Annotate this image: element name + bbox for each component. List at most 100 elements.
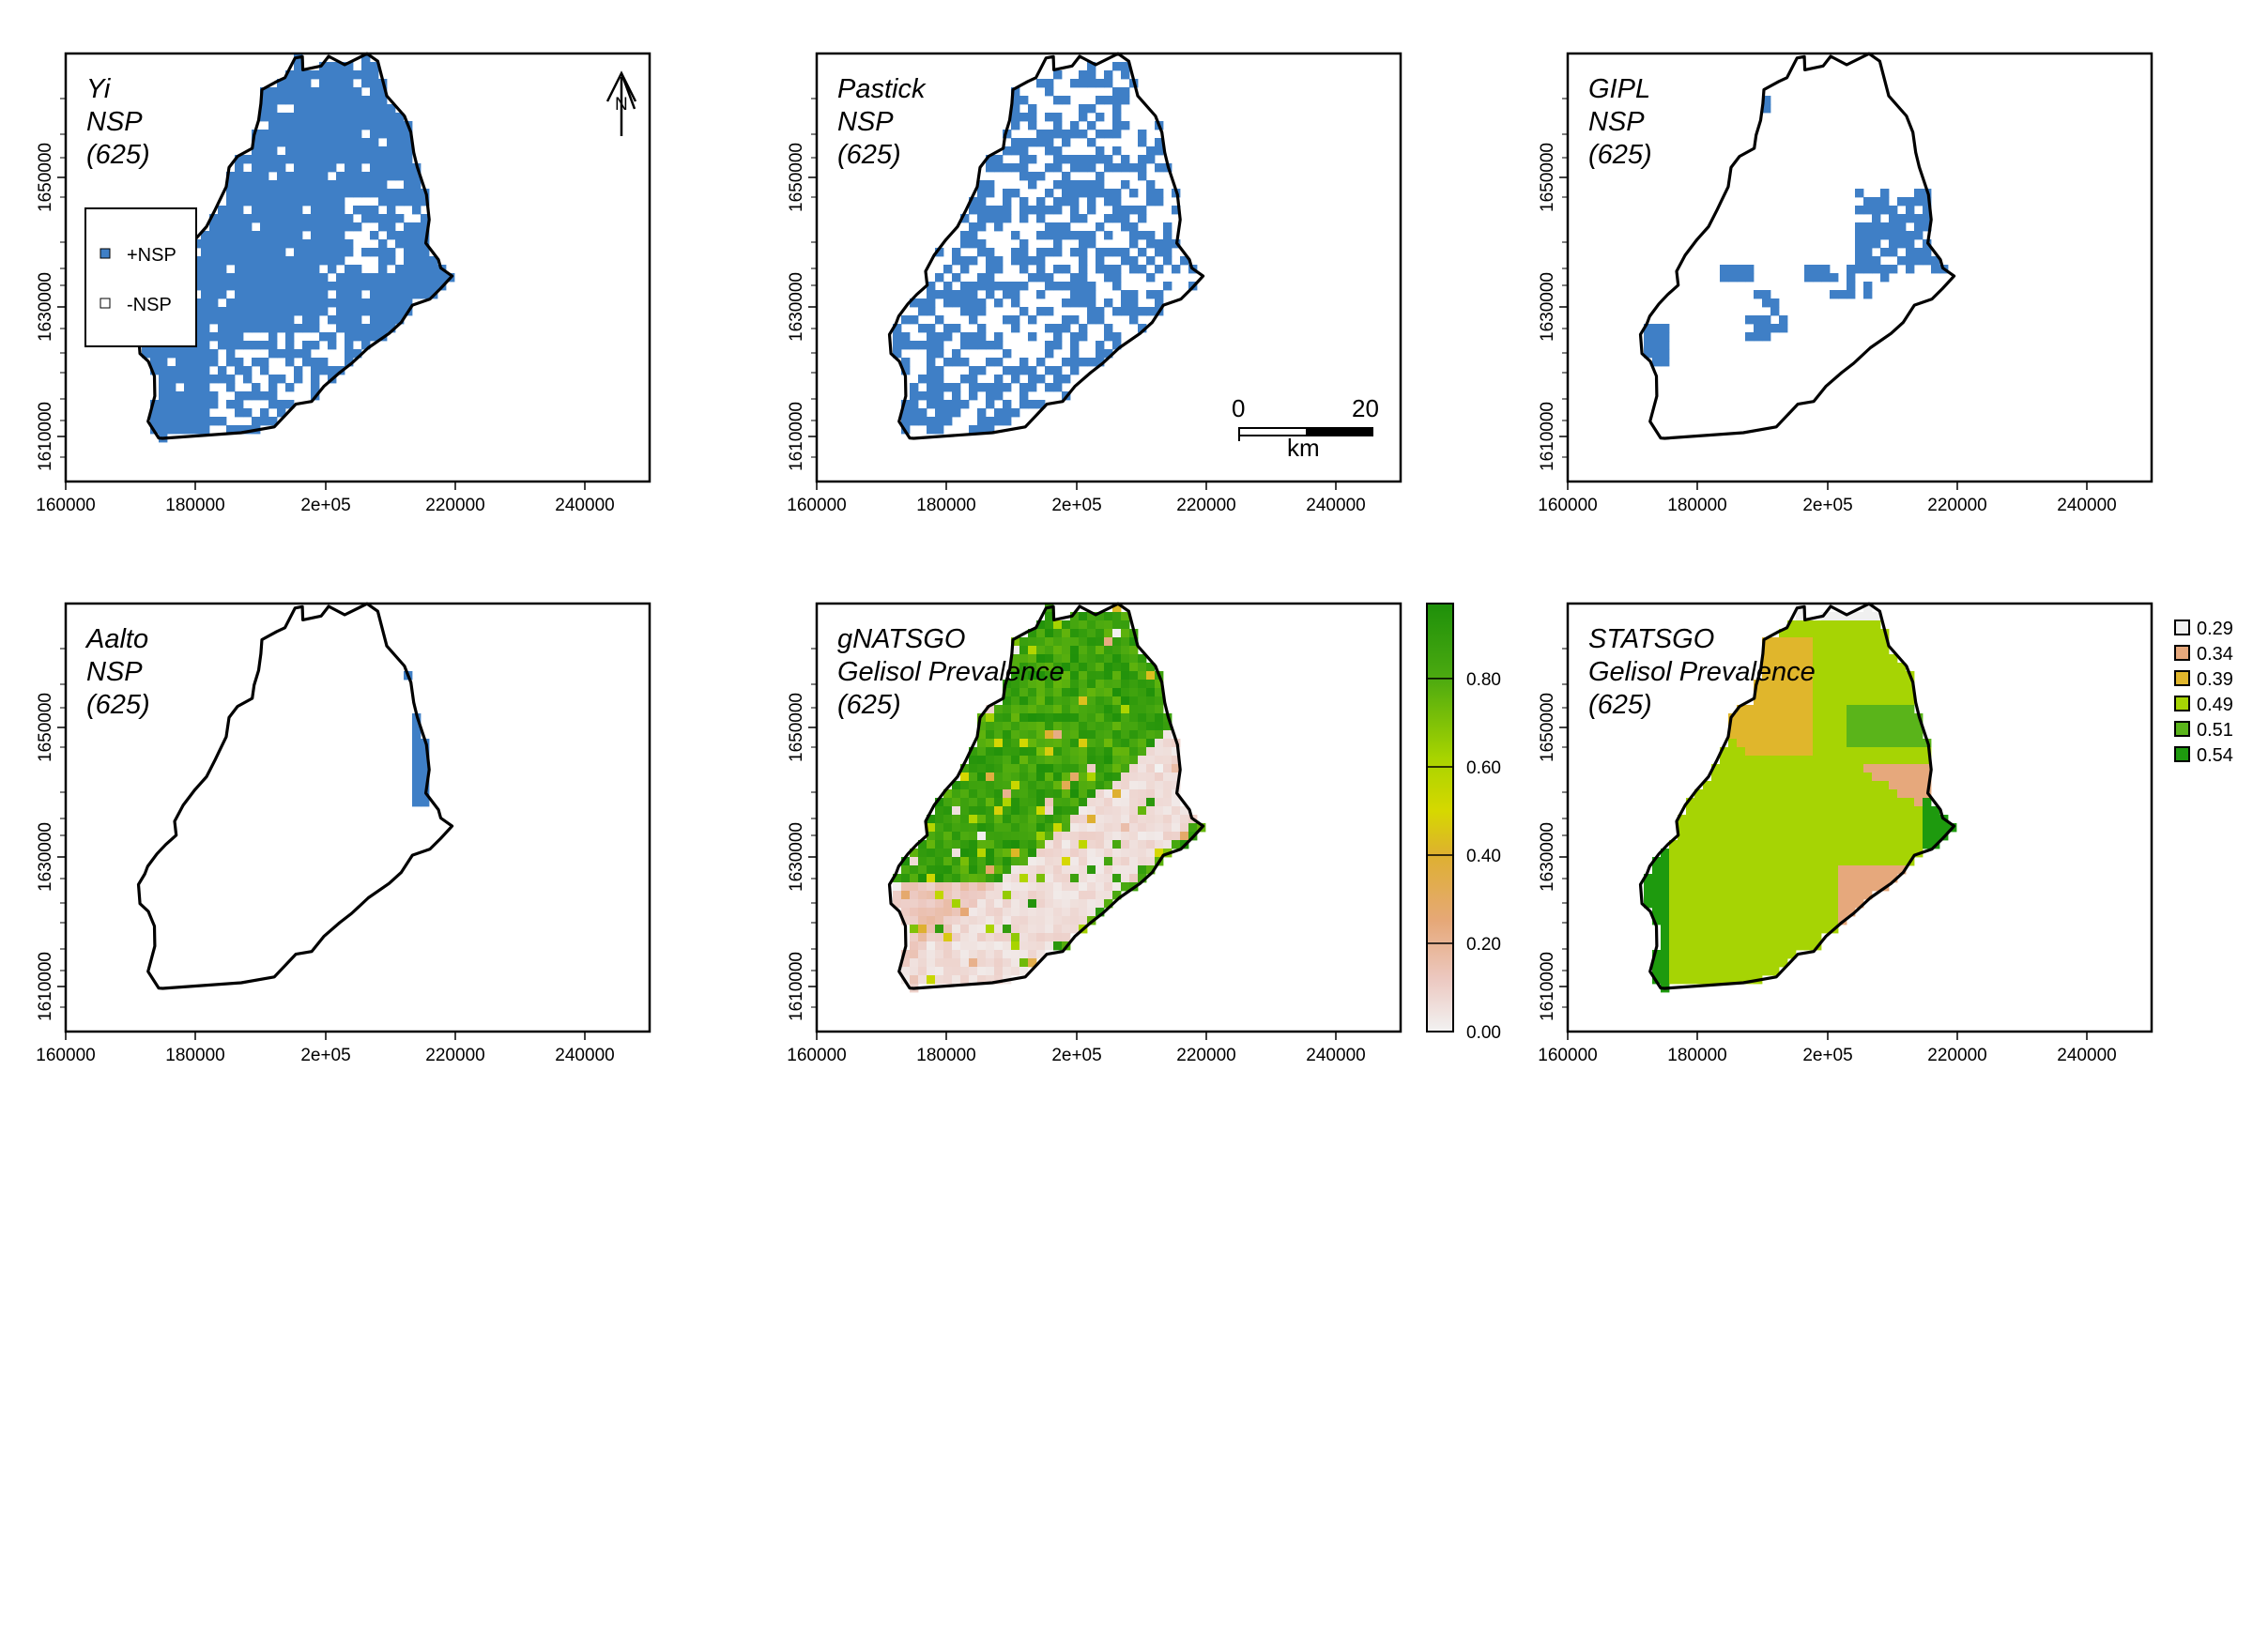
raster-cell (935, 417, 944, 426)
raster-cell (1880, 189, 1890, 198)
raster-cell (1045, 874, 1054, 883)
raster-cell (1011, 933, 1020, 942)
raster-cell (1821, 832, 1831, 841)
raster-cell (1011, 941, 1020, 951)
raster-cell (1923, 756, 1932, 765)
raster-cell (412, 730, 421, 740)
raster-cell (1087, 155, 1096, 164)
raster-cell (328, 265, 337, 274)
raster-cell (1889, 654, 1898, 664)
raster-cell (1762, 916, 1771, 925)
raster-cell (370, 172, 379, 181)
raster-cell (1070, 730, 1080, 740)
raster-cell (268, 87, 278, 97)
raster-cell (1053, 113, 1063, 122)
raster-cell (345, 155, 354, 164)
raster-cell (960, 840, 970, 849)
raster-cell (1830, 612, 1839, 621)
raster-cell (927, 307, 936, 316)
raster-cell (1770, 882, 1780, 892)
raster-cell (1855, 654, 1864, 664)
raster-cell (1770, 789, 1780, 799)
raster-cell (1770, 908, 1780, 917)
raster-cell (1863, 680, 1873, 689)
raster-cell (277, 307, 286, 316)
raster-cell (336, 70, 345, 80)
raster-cell (1011, 104, 1020, 114)
raster-cell (243, 197, 253, 206)
raster-cell (395, 214, 405, 223)
raster-cell (1863, 629, 1873, 638)
raster-cell (218, 332, 227, 342)
raster-cell (268, 315, 278, 325)
raster-cell (361, 138, 371, 147)
raster-cell (1087, 629, 1096, 638)
raster-cell (1745, 705, 1755, 714)
raster-cell (1880, 764, 1890, 773)
raster-cell (285, 121, 295, 130)
raster-cell (294, 239, 303, 249)
raster-cell (1053, 121, 1063, 130)
raster-cell (1172, 798, 1181, 807)
raster-cell (235, 163, 244, 173)
raster-cell (918, 975, 927, 985)
raster-cell (302, 341, 312, 350)
raster-cell (1045, 899, 1054, 909)
raster-cell (952, 891, 961, 900)
raster-cell (1838, 739, 1847, 748)
raster-cell (1728, 722, 1738, 731)
raster-cell (1754, 865, 1763, 875)
legend-label-negative: -NSP (127, 295, 172, 315)
raster-cell (994, 756, 1004, 765)
raster-cell (1028, 739, 1037, 748)
raster-cell (901, 950, 911, 959)
raster-cell (1129, 239, 1139, 249)
raster-cell (986, 865, 995, 875)
raster-cell (1661, 916, 1670, 925)
raster-cell (1889, 206, 1898, 215)
raster-cell (1770, 840, 1780, 849)
raster-cell (1813, 620, 1822, 630)
raster-cell (404, 155, 413, 164)
statsgo-legend-label: 0.49 (2197, 695, 2233, 715)
raster-cell (353, 307, 362, 316)
raster-cell (1855, 899, 1864, 909)
raster-cell (209, 273, 219, 283)
raster-cell (1914, 747, 1923, 757)
raster-cell (1155, 146, 1164, 156)
raster-cell (1863, 756, 1873, 765)
raster-cell (1112, 874, 1122, 883)
raster-cell (387, 121, 396, 130)
raster-cell (404, 231, 413, 240)
raster-cell (1096, 882, 1105, 892)
raster-cell (1045, 739, 1054, 748)
raster-cell (1686, 857, 1695, 866)
raster-cell (252, 298, 261, 308)
raster-cell (1062, 315, 1071, 325)
raster-cell (910, 341, 919, 350)
raster-cell (260, 146, 269, 156)
raster-cell (901, 874, 911, 883)
raster-cell (1880, 680, 1890, 689)
raster-cell (1779, 925, 1788, 934)
raster-cell (1036, 925, 1046, 934)
raster-cell (1813, 840, 1822, 849)
raster-cell (901, 400, 911, 409)
raster-cell (1036, 781, 1046, 790)
raster-cell (1906, 747, 1915, 757)
raster-cell (1847, 815, 1856, 824)
raster-cell (977, 747, 987, 757)
raster-cell (960, 764, 970, 773)
raster-cell (960, 332, 970, 342)
raster-cell (1146, 688, 1156, 697)
raster-cell (927, 332, 936, 342)
raster-cell (952, 857, 961, 866)
raster-cell (977, 189, 987, 198)
legend-swatch-positive (100, 248, 111, 259)
raster-cell (1062, 189, 1071, 198)
raster-cell (943, 332, 953, 342)
raster-cell (1863, 654, 1873, 664)
raster-cell (1923, 248, 1932, 257)
raster-cell (1728, 840, 1738, 849)
raster-cell (1804, 756, 1814, 765)
